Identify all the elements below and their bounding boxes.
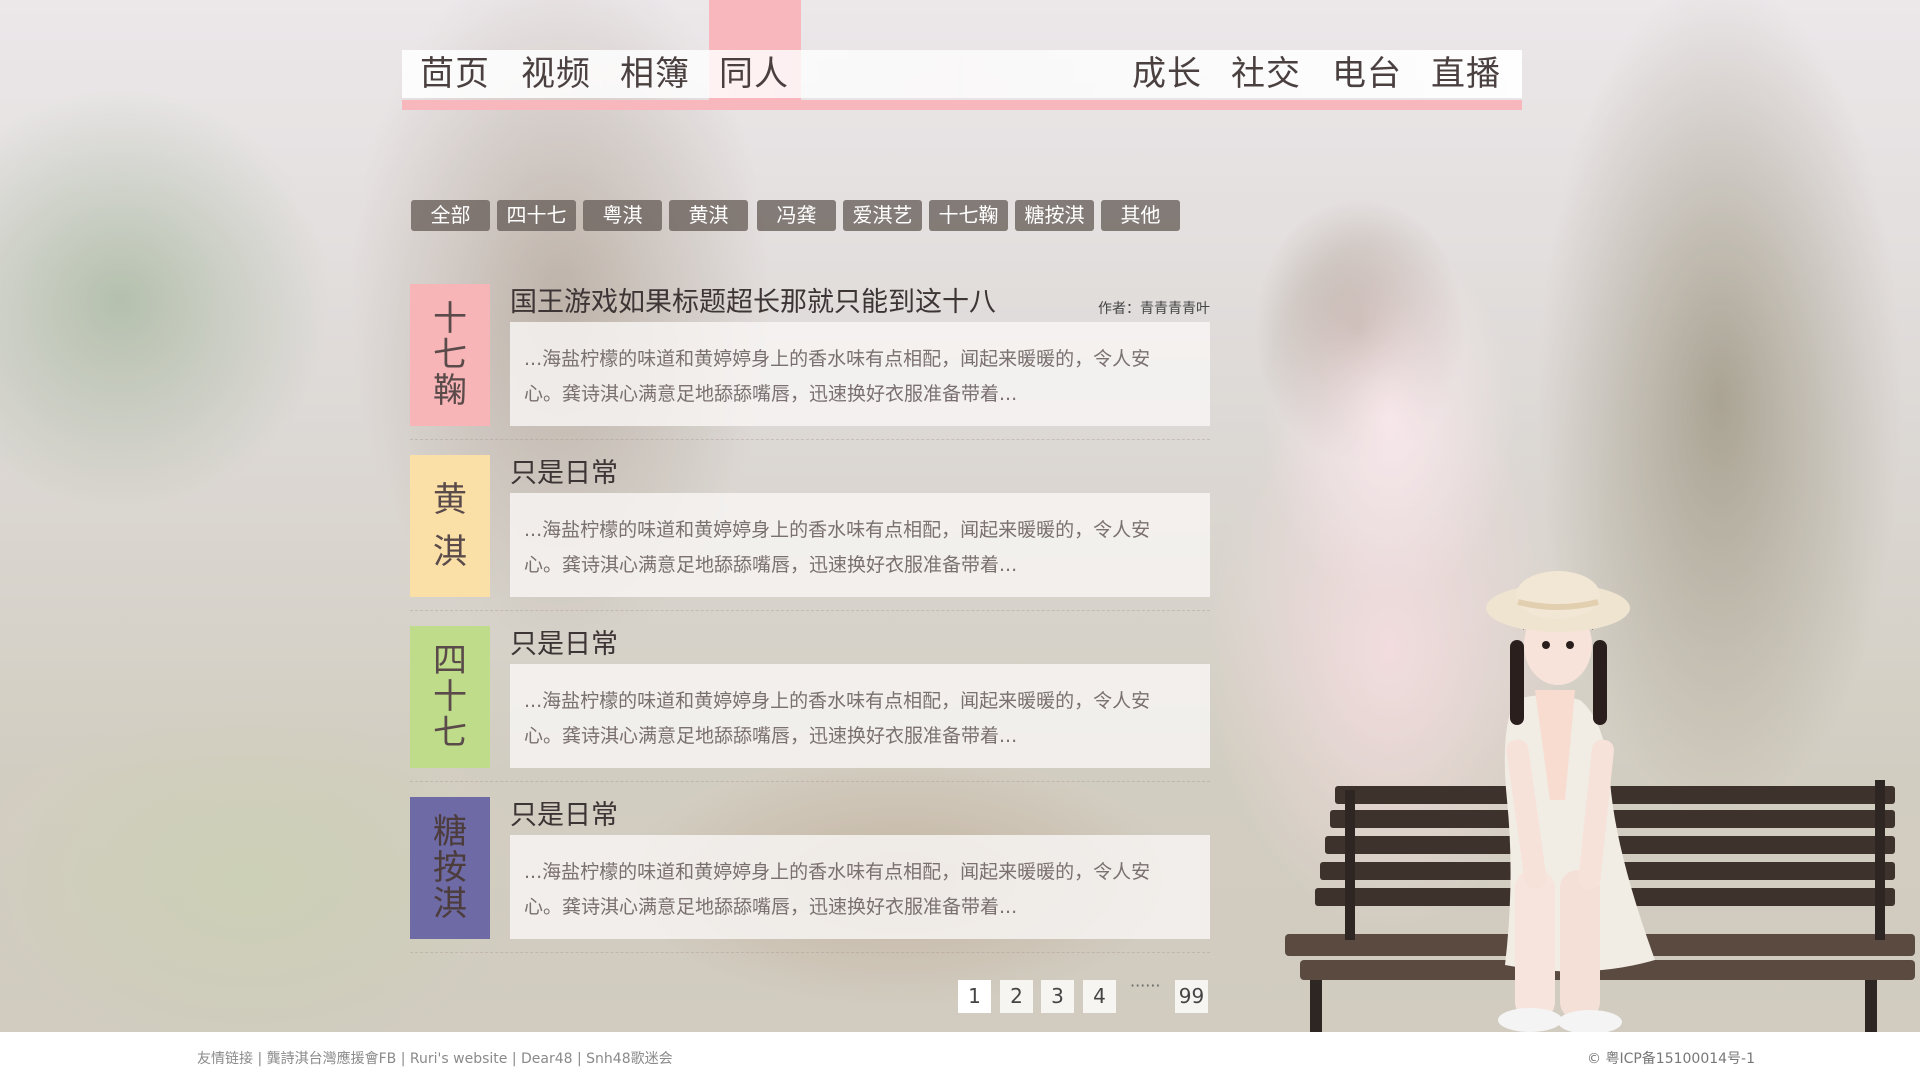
nav-item-live[interactable]: 直播 [1431, 54, 1501, 94]
nav-item-home[interactable]: 茴页 [420, 54, 490, 94]
footer-link-dear48[interactable]: Dear48 [521, 1051, 573, 1067]
category-47[interactable]: 四十七 [497, 200, 576, 231]
post-title[interactable]: 只是日常 [510, 800, 618, 831]
post-excerpt[interactable]: ...海盐柠檬的味道和黄婷婷身上的香水味有点相配，闻起来暖暖的，令人安 心。龚诗淇… [510, 835, 1210, 939]
footer [0, 1032, 1920, 1080]
post-excerpt[interactable]: ...海盐柠檬的味道和黄婷婷身上的香水味有点相配，闻起来暖暖的，令人安 心。龚诗淇… [510, 322, 1210, 426]
post-title[interactable]: 国王游戏如果标题超长那就只能到这十八 [510, 287, 996, 318]
footer-link-fb[interactable]: 龔詩淇台灣應援會FB [266, 1051, 397, 1067]
page-4-button[interactable]: 4 [1083, 980, 1116, 1013]
pagination-ellipsis: ······ [1130, 976, 1161, 995]
post-divider [410, 439, 1210, 440]
post-tag[interactable]: 十七鞠 [410, 284, 490, 426]
post-tag[interactable]: 黄淇 [410, 455, 490, 597]
footer-link-snh48[interactable]: Snh48歌迷会 [586, 1051, 673, 1067]
page-last-button[interactable]: 99 [1175, 980, 1208, 1013]
post-divider [410, 610, 1210, 611]
page-3-button[interactable]: 3 [1041, 980, 1074, 1013]
category-yueqi[interactable]: 粤淇 [583, 200, 662, 231]
post-title[interactable]: 只是日常 [510, 629, 618, 660]
page-1-button[interactable]: 1 [958, 980, 991, 1013]
category-huangqi[interactable]: 黄淇 [669, 200, 748, 231]
nav-item-social[interactable]: 社交 [1231, 54, 1301, 94]
nav-underline-bar [402, 100, 1522, 110]
post-tag[interactable]: 糖按淇 [410, 797, 490, 939]
footer-copyright: © 粤ICP备15100014号-1 [1587, 1051, 1756, 1067]
girl-on-bench-illustration [1285, 571, 1915, 1032]
category-fenggong[interactable]: 冯龚 [757, 200, 836, 231]
nav-item-radio[interactable]: 电台 [1332, 54, 1402, 94]
page-2-button[interactable]: 2 [1000, 980, 1033, 1013]
category-all[interactable]: 全部 [411, 200, 490, 231]
category-aiqiyi[interactable]: 爱淇艺 [843, 200, 922, 231]
post-excerpt[interactable]: ...海盐柠檬的味道和黄婷婷身上的香水味有点相配，闻起来暖暖的，令人安 心。龚诗淇… [510, 664, 1210, 768]
post-author: 作者：青青青青叶 [1098, 301, 1210, 317]
footer-links: 友情链接 | 龔詩淇台灣應援會FB | Ruri's website | Dea… [197, 1051, 673, 1067]
footer-link-ruri[interactable]: Ruri's website [409, 1051, 508, 1067]
top-nav [402, 50, 1522, 98]
category-other[interactable]: 其他 [1101, 200, 1180, 231]
footer-links-label: 友情链接 [197, 1051, 253, 1067]
post-title[interactable]: 只是日常 [510, 458, 618, 489]
nav-item-fanfic[interactable]: 同人 [719, 54, 789, 94]
nav-item-video[interactable]: 视频 [521, 54, 591, 94]
category-17ju[interactable]: 十七鞠 [929, 200, 1008, 231]
post-tag[interactable]: 四十七 [410, 626, 490, 768]
nav-item-album[interactable]: 相簿 [620, 54, 690, 94]
post-divider [410, 952, 1210, 953]
post-divider [410, 781, 1210, 782]
category-tanganqi[interactable]: 糖按淇 [1015, 200, 1094, 231]
post-excerpt[interactable]: ...海盐柠檬的味道和黄婷婷身上的香水味有点相配，闻起来暖暖的，令人安 心。龚诗淇… [510, 493, 1210, 597]
nav-item-growth[interactable]: 成长 [1132, 54, 1202, 94]
